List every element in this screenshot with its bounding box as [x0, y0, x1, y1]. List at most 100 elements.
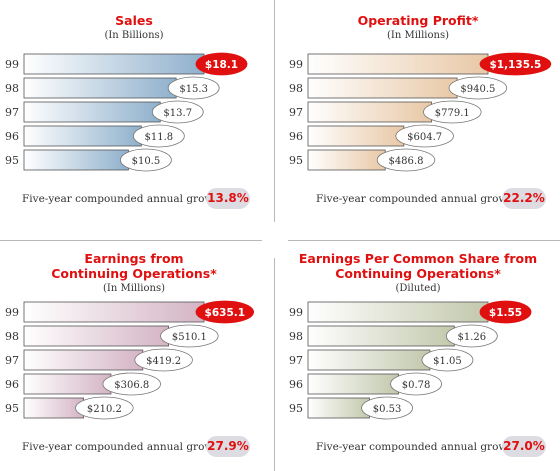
value-label: $0.78 [402, 380, 431, 391]
year-label: 97 [5, 354, 19, 367]
value-oval [395, 124, 454, 148]
panel-subtitle: (Diluted) [395, 283, 441, 294]
earnings-panel: Earnings from Continuing Operations* (In… [0, 240, 268, 470]
value-oval [132, 124, 185, 148]
highlight-value-oval [479, 300, 532, 324]
sales-bar-chart: 99 $18.1 98 $15.3 97 $13.7 96 $11.8 95 $10.5 [5, 52, 248, 172]
value-label: $306.8 [114, 380, 149, 391]
year-label: 99 [5, 306, 19, 319]
title-line: Sales [115, 13, 153, 28]
year-label: 98 [289, 82, 303, 95]
value-label: $18.1 [205, 59, 238, 71]
growth-rate-value: 13.8% [206, 188, 250, 209]
growth-rate-value: 27.9% [206, 436, 250, 457]
value-oval [120, 148, 172, 172]
bar [307, 349, 431, 371]
value-oval [151, 100, 204, 124]
value-label: $0.53 [373, 404, 402, 415]
panel-title: Operating Profit* [284, 13, 552, 28]
year-label: 96 [5, 130, 19, 143]
title-line: Continuing Operations* [51, 266, 217, 281]
horizontal-divider-left [0, 240, 262, 241]
vertical-divider-top [274, 0, 275, 222]
value-oval [448, 76, 508, 100]
value-label: $10.5 [132, 156, 161, 167]
value-label: $510.1 [172, 332, 207, 343]
value-label: $779.1 [435, 108, 470, 119]
bar [307, 325, 455, 347]
bar [307, 125, 405, 147]
panel-title: Earnings from Continuing Operations* [0, 251, 268, 281]
sales-panel: Sales (In Billions) 99 $18.1 98 $15.3 97 $13.… [0, 0, 268, 230]
growth-rate-value: 27.0% [502, 436, 546, 457]
value-label: $419.2 [146, 356, 181, 367]
value-label: $635.1 [205, 307, 246, 319]
year-label: 95 [289, 154, 303, 167]
value-label: $11.8 [145, 132, 174, 143]
highlight-value-oval [479, 52, 552, 76]
highlight-value-oval [195, 300, 254, 324]
value-oval [167, 76, 220, 100]
bar [23, 101, 161, 123]
value-oval [421, 348, 474, 372]
value-oval [160, 324, 219, 348]
value-label: $486.8 [388, 156, 423, 167]
panel-subtitle: (In Millions) [103, 283, 165, 294]
value-label: $1,135.5 [489, 59, 541, 71]
value-label: $210.2 [87, 404, 122, 415]
year-label: 99 [5, 58, 19, 71]
value-oval [445, 324, 498, 348]
year-label: 98 [289, 330, 303, 343]
panel-title: Sales [0, 13, 268, 28]
value-oval [376, 148, 436, 172]
growth-rate-label: Five-year compounded annual growth rate [22, 193, 250, 205]
bar [23, 149, 129, 171]
value-label: $15.3 [179, 84, 208, 95]
value-label: $940.5 [460, 84, 495, 95]
year-label: 96 [5, 378, 19, 391]
operating-profit-bar-chart: 99 $1,135.5 98 $940.5 97 $779.1 96 $604.7 95 $486… [289, 52, 552, 172]
year-label: 97 [289, 106, 303, 119]
value-label: $1.05 [433, 356, 462, 367]
year-label: 96 [289, 378, 303, 391]
bar [307, 301, 489, 323]
growth-rate-label: Five-year compounded annual growth rate [316, 193, 544, 205]
value-label: $1.55 [489, 307, 522, 319]
year-label: 95 [289, 402, 303, 415]
bar [23, 125, 142, 147]
value-oval [134, 348, 193, 372]
value-oval [423, 100, 482, 124]
vertical-divider-bottom [274, 258, 275, 471]
year-label: 97 [289, 354, 303, 367]
bar [23, 325, 169, 347]
year-label: 99 [289, 58, 303, 71]
bar [23, 373, 112, 395]
value-oval [75, 396, 134, 420]
bar [307, 77, 458, 99]
title-line: Operating Profit* [357, 13, 479, 28]
year-label: 95 [5, 154, 19, 167]
title-line: Earnings Per Common Share from [298, 251, 538, 266]
bar [23, 77, 177, 99]
panel-title: Earnings Per Common Share from Continuin… [284, 251, 552, 281]
value-label: $13.7 [163, 108, 192, 119]
eps-panel: Earnings Per Common Share from Continuin… [284, 240, 552, 470]
year-label: 98 [5, 330, 19, 343]
bar [307, 397, 370, 419]
value-oval [102, 372, 161, 396]
value-oval [390, 372, 442, 396]
panel-subtitle: (In Billions) [104, 30, 164, 41]
value-label: $604.7 [407, 132, 442, 143]
title-line: Earnings from [84, 251, 184, 266]
growth-rate-value: 22.2% [502, 188, 546, 209]
bar [307, 373, 399, 395]
bar [23, 349, 144, 371]
bar [23, 397, 84, 419]
operating-profit-panel: Operating Profit* (In Millions) 99 $1,135… [284, 0, 552, 230]
value-label: $1.26 [458, 332, 487, 343]
panel-subtitle: (In Millions) [387, 30, 449, 41]
growth-rate-label: Five-year compounded annual growth rate [316, 441, 544, 453]
growth-rate-label: Five-year compounded annual growth rate [22, 441, 250, 453]
horizontal-divider-right [288, 240, 560, 241]
bar [23, 301, 205, 323]
